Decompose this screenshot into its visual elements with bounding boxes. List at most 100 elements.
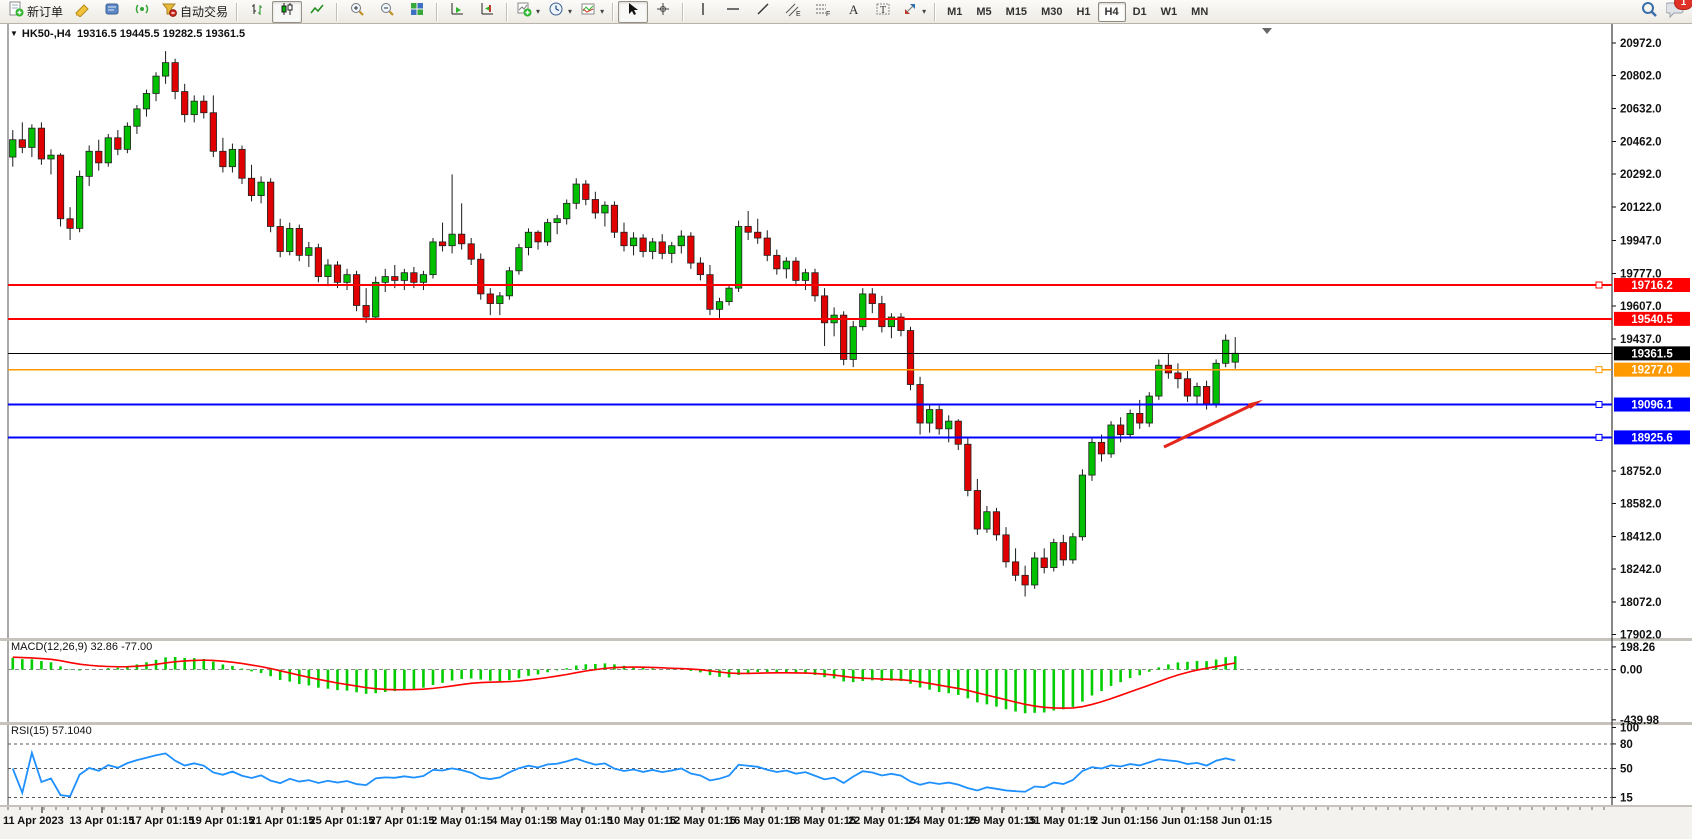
svg-text:18242.0: 18242.0	[1620, 564, 1662, 576]
bar-chart-button[interactable]	[242, 1, 272, 23]
vertical-line-icon	[696, 1, 710, 22]
candlestick-chart-icon	[279, 1, 295, 22]
timeframe-W1[interactable]: W1	[1160, 5, 1178, 18]
timeframe-M30[interactable]: M30	[1041, 5, 1063, 18]
chart-canvas[interactable]: 19716.2 19540.5 19361.5 19277.0 19096.1 18925…	[0, 24, 1692, 839]
timeframe-H1[interactable]: H1	[1076, 5, 1091, 18]
svg-text:T: T	[880, 5, 886, 16]
svg-text:8 Jun 01:15: 8 Jun 01:15	[1212, 815, 1272, 827]
toolbar: 新订单 自动交易	[0, 0, 1692, 24]
horizontal-line-button[interactable]	[718, 1, 748, 23]
svg-text:F: F	[826, 11, 830, 17]
line-chart-icon	[309, 1, 325, 22]
price-tag-18925.6[interactable]: 18925.6	[1614, 430, 1690, 445]
profile-button[interactable]	[97, 1, 127, 23]
chart-symbol-timeframe: HK50-,H4	[21, 28, 71, 40]
autotrading-label: 自动交易	[180, 5, 229, 19]
trendline-button[interactable]	[748, 1, 778, 23]
price-scale[interactable]: 20972.0 20802.0 20632.0 20462.0 20292.0 20122…	[1612, 38, 1662, 642]
auto-scroll-button[interactable]	[442, 1, 472, 23]
tile-windows-button[interactable]	[402, 1, 432, 23]
text-button[interactable]: A	[838, 1, 868, 23]
timeframe-D1[interactable]: D1	[1132, 5, 1147, 18]
chart-area[interactable]: ▼ HK50-,H4 19316.5 19445.5 19282.5 19361.…	[0, 24, 1692, 839]
new-order-button[interactable]: 新订单	[4, 1, 67, 23]
arrow-annotation[interactable]	[1163, 399, 1264, 449]
timeframe-M1[interactable]: M1	[947, 5, 963, 18]
price-tag-19096.1[interactable]: 19096.1	[1614, 397, 1690, 412]
svg-text:13 Apr 01:15: 13 Apr 01:15	[69, 815, 134, 827]
svg-text:11 Apr 2023: 11 Apr 2023	[3, 815, 64, 827]
level-lines[interactable]: 19716.2 19540.5 19361.5 19277.0 19096.1 18925…	[8, 278, 1690, 445]
rsi-pane: 100 80 50 15	[8, 722, 1639, 804]
text-icon: A	[846, 1, 860, 22]
svg-text:19361.5: 19361.5	[1631, 348, 1673, 360]
candlestick-chart-button[interactable]	[272, 0, 303, 23]
svg-text:E: E	[796, 11, 801, 17]
svg-text:12 May 01:15: 12 May 01:15	[668, 815, 736, 827]
dropdown-arrow-icon: ▾	[568, 7, 573, 16]
chart-shift-button[interactable]	[472, 1, 502, 23]
svg-text:17902.0: 17902.0	[1620, 630, 1662, 642]
svg-text:50: 50	[1620, 764, 1633, 776]
timeframe-M15[interactable]: M15	[1005, 5, 1028, 18]
svg-text:16 May 01:15: 16 May 01:15	[728, 815, 796, 827]
svg-text:18412.0: 18412.0	[1620, 531, 1662, 543]
svg-text:18 May 01:15: 18 May 01:15	[788, 815, 856, 827]
templates-button[interactable]: ▾	[576, 1, 608, 23]
autotrading-icon	[161, 1, 177, 22]
chart-shift-icon	[479, 1, 495, 22]
equidistant-channel-button[interactable]: E	[778, 1, 808, 23]
periods-icon	[548, 1, 564, 22]
signal-icon	[134, 1, 150, 22]
zoom-out-button[interactable]	[372, 1, 402, 23]
svg-text:27 Apr 01:15: 27 Apr 01:15	[369, 815, 434, 827]
crosshair-button[interactable]	[648, 1, 678, 23]
line-chart-button[interactable]	[302, 1, 332, 23]
add-indicator-button[interactable]: ▾	[512, 1, 544, 23]
zoom-in-button[interactable]	[342, 1, 372, 23]
fibonacci-icon: F	[814, 1, 832, 22]
svg-text:21 Apr 01:15: 21 Apr 01:15	[249, 815, 314, 827]
arrows-tool-button[interactable]: ▾	[898, 1, 930, 23]
dropdown-arrow-icon: ▾	[600, 7, 605, 16]
level-handle[interactable]	[1595, 281, 1603, 289]
templates-icon	[580, 1, 596, 22]
svg-text:15: 15	[1620, 792, 1633, 804]
price-tag-19361.5[interactable]: 19361.5	[1614, 346, 1690, 361]
svg-text:18925.6: 18925.6	[1631, 432, 1673, 444]
text-label-button[interactable]: T	[868, 1, 898, 23]
separator	[506, 2, 509, 21]
autotrading-button[interactable]: 自动交易	[157, 1, 232, 23]
periods-button[interactable]: ▾	[544, 1, 576, 23]
signal-button[interactable]	[127, 1, 157, 23]
arrows-tool-icon	[902, 1, 918, 22]
new-order-label: 新订单	[27, 5, 64, 19]
price-tag-19277.0[interactable]: 19277.0	[1614, 362, 1690, 377]
svg-text:17 Apr 01:15: 17 Apr 01:15	[129, 815, 194, 827]
collapse-triangle-icon[interactable]: ▼	[10, 29, 18, 38]
timeframe-H4[interactable]: H4	[1097, 1, 1126, 22]
crayon-button[interactable]	[67, 1, 97, 23]
fibonacci-button[interactable]: F	[808, 1, 838, 23]
cursor-button[interactable]	[618, 0, 649, 23]
price-tag-19540.5[interactable]: 19540.5	[1614, 311, 1690, 326]
timeframe-M5[interactable]: M5	[976, 5, 992, 18]
cursor-icon	[625, 1, 641, 22]
search-icon[interactable]	[1640, 0, 1658, 23]
svg-text:2 Jun 01:15: 2 Jun 01:15	[1092, 815, 1152, 827]
dropdown-arrow-icon: ▾	[536, 7, 541, 16]
vertical-line-button[interactable]	[688, 1, 718, 23]
separator	[336, 2, 339, 21]
zoom-in-icon	[349, 1, 365, 22]
svg-text:4 May 01:15: 4 May 01:15	[491, 815, 553, 827]
svg-text:19 Apr 01:15: 19 Apr 01:15	[189, 815, 254, 827]
level-handle[interactable]	[1595, 366, 1603, 374]
level-handle[interactable]	[1595, 433, 1603, 441]
timeframe-MN[interactable]: MN	[1191, 5, 1209, 18]
chat-button[interactable]: 1	[1665, 0, 1692, 23]
separator	[236, 2, 239, 21]
level-handle[interactable]	[1595, 401, 1603, 409]
price-tag-19716.2[interactable]: 19716.2	[1614, 278, 1690, 292]
